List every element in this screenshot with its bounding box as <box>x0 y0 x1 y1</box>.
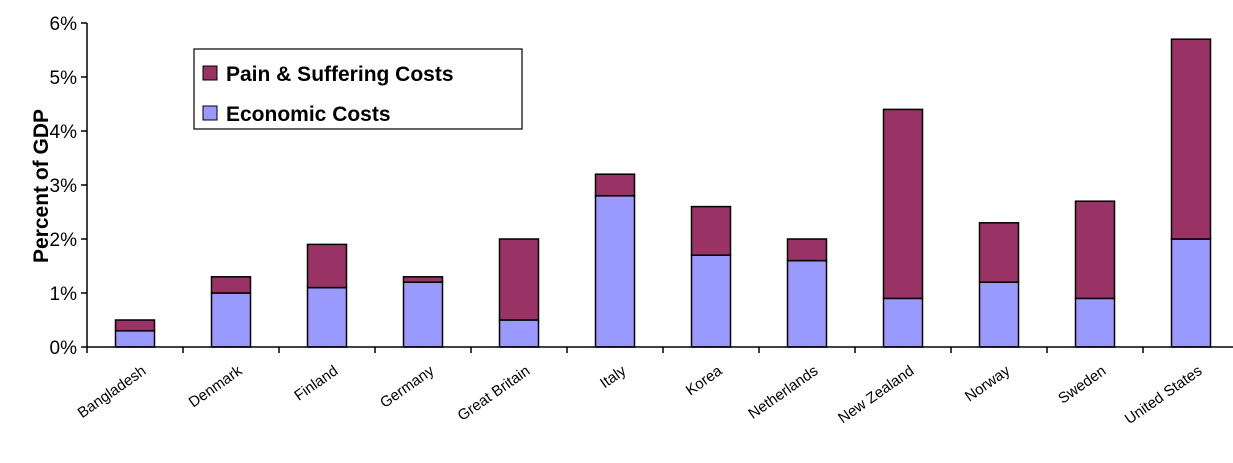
bar-segment <box>978 222 1020 283</box>
x-category-label: Great Britain <box>455 362 534 424</box>
bar-segment <box>786 238 828 262</box>
x-category-label: Korea <box>683 362 726 399</box>
bar-segment <box>1170 238 1212 348</box>
bar-segment <box>594 195 636 348</box>
x-category-label: Italy <box>597 362 630 392</box>
bar-segment <box>882 297 924 348</box>
bar-segment <box>210 292 252 348</box>
x-category-label: Bangladesh <box>75 362 150 421</box>
bar-segment <box>1074 200 1116 300</box>
y-tick-label: 4% <box>50 122 78 143</box>
bar-segment <box>210 276 252 294</box>
bar-segment <box>594 173 636 197</box>
bar-segment <box>114 319 156 332</box>
y-tick-label: 0% <box>50 338 78 359</box>
bar-segment <box>402 281 444 348</box>
bars-layer <box>114 38 1212 348</box>
bar-segment <box>402 276 444 283</box>
bar-segment <box>498 238 540 321</box>
x-category-label: Sweden <box>1055 362 1109 407</box>
legend-label-pain-suffering: Pain & Suffering Costs <box>226 63 454 86</box>
y-tick-label: 3% <box>50 176 78 197</box>
x-category-label: Germany <box>377 362 438 412</box>
y-tick-label: 1% <box>50 284 78 305</box>
y-tick-label: 5% <box>50 68 78 89</box>
bar-segment <box>306 286 348 348</box>
bar-segment <box>882 108 924 300</box>
y-axis-label: Percent of GDP <box>30 109 53 263</box>
bar-segment <box>114 330 156 348</box>
bar-segment <box>1170 38 1212 240</box>
y-tick-label: 2% <box>50 230 78 251</box>
bar-segment <box>690 205 732 256</box>
x-category-label: Denmark <box>186 362 246 411</box>
x-category-label: United States <box>1122 362 1206 428</box>
bar-segment <box>978 281 1020 348</box>
x-category-label: Finland <box>291 362 341 404</box>
legend-swatch-economic <box>202 105 218 121</box>
y-tick-label: 6% <box>50 14 78 35</box>
bar-segment <box>690 254 732 348</box>
x-ticks-layer: Bangladesh Denmark Finland Germany Great Bri… <box>75 347 1206 428</box>
y-ticks-layer: 0% 1% 2% 3% 4% 5% 6% <box>50 14 87 359</box>
bar-segment <box>1074 297 1116 348</box>
x-category-label: New Zealand <box>835 362 917 427</box>
bar-segment <box>498 319 540 348</box>
bar-segment <box>786 259 828 348</box>
legend-box <box>193 48 523 130</box>
bar-segment <box>306 243 348 289</box>
legend: Pain & Suffering Costs Economic Costs <box>193 48 523 130</box>
x-category-label: Netherlands <box>745 362 821 422</box>
legend-label-economic: Economic Costs <box>226 103 391 126</box>
x-category-label: Norway <box>962 362 1014 405</box>
legend-swatch-pain-suffering <box>202 65 218 81</box>
